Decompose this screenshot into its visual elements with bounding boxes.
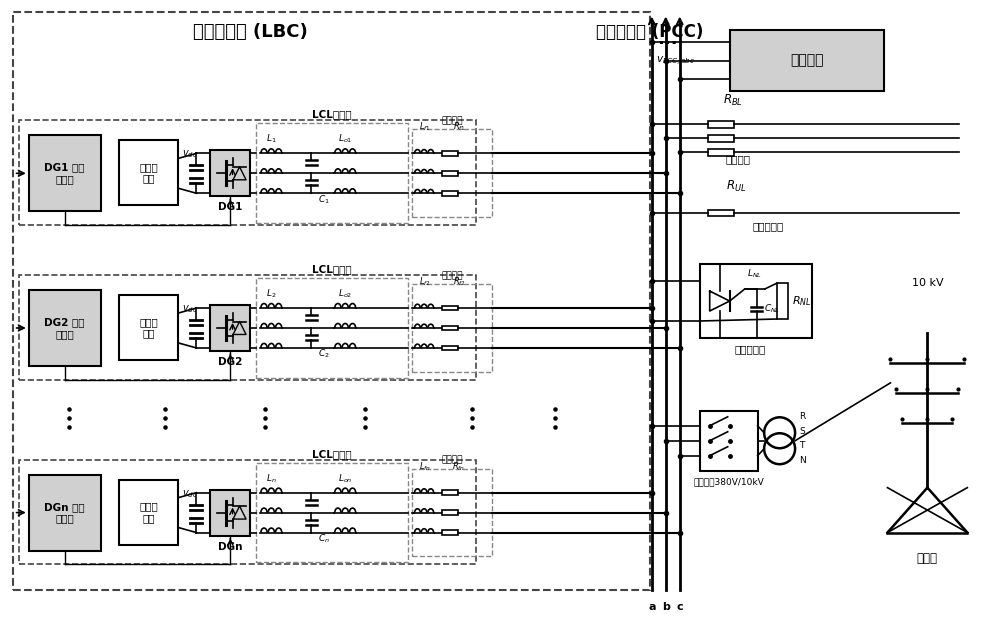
Text: 线路阻抗: 线路阻抗 — [441, 271, 463, 280]
FancyBboxPatch shape — [700, 264, 812, 338]
Text: $L_{fn}$: $L_{fn}$ — [419, 460, 431, 473]
Text: LCL滤波器: LCL滤波器 — [312, 264, 352, 274]
Text: $L_{NL}$: $L_{NL}$ — [747, 267, 762, 280]
Text: $L_{f2}$: $L_{f2}$ — [419, 276, 431, 288]
FancyBboxPatch shape — [708, 121, 734, 128]
FancyBboxPatch shape — [119, 480, 178, 545]
Text: DG2: DG2 — [218, 357, 243, 367]
Text: $R_{fn}$: $R_{fn}$ — [452, 460, 466, 473]
Text: $L_{on}$: $L_{on}$ — [338, 472, 352, 485]
Text: 不对称负载: 不对称负载 — [753, 221, 784, 231]
Text: S: S — [799, 427, 805, 436]
Text: c: c — [676, 602, 683, 612]
Text: LCL滤波器: LCL滤波器 — [312, 449, 352, 458]
Text: ...: ... — [657, 30, 677, 48]
Text: $L_2$: $L_2$ — [266, 287, 277, 300]
Text: 可再生
能源: 可再生 能源 — [139, 317, 158, 338]
Text: 公共连接点 (PCC): 公共连接点 (PCC) — [596, 23, 703, 41]
FancyBboxPatch shape — [210, 489, 250, 536]
FancyBboxPatch shape — [442, 530, 458, 535]
Text: DGn 本地
控制器: DGn 本地 控制器 — [44, 502, 85, 523]
Text: LCL滤波器: LCL滤波器 — [312, 109, 352, 120]
FancyBboxPatch shape — [442, 305, 458, 311]
Text: $L_{o1}$: $L_{o1}$ — [338, 133, 352, 145]
Text: $v_{dc}$: $v_{dc}$ — [182, 488, 198, 500]
Text: T: T — [799, 441, 804, 450]
Text: 测量模块: 测量模块 — [790, 53, 824, 68]
FancyBboxPatch shape — [210, 305, 250, 351]
FancyBboxPatch shape — [442, 171, 458, 176]
Text: $C_n$: $C_n$ — [318, 532, 330, 545]
FancyBboxPatch shape — [730, 30, 884, 91]
Text: DGn: DGn — [218, 541, 243, 552]
Text: $R_{UL}$: $R_{UL}$ — [726, 179, 746, 194]
Text: $v_{dc}$: $v_{dc}$ — [182, 149, 198, 160]
FancyBboxPatch shape — [708, 149, 734, 156]
Text: DG1 本地
控制器: DG1 本地 控制器 — [44, 163, 85, 184]
FancyBboxPatch shape — [210, 150, 250, 196]
FancyBboxPatch shape — [29, 475, 101, 550]
Text: a: a — [648, 602, 656, 612]
Text: 静态开关380V/10kV: 静态开关380V/10kV — [693, 478, 764, 487]
FancyBboxPatch shape — [708, 210, 734, 217]
Text: $v_{PCC,abc}$: $v_{PCC,abc}$ — [656, 55, 695, 68]
Text: 非线性负载: 非线性负载 — [734, 344, 765, 354]
FancyBboxPatch shape — [442, 151, 458, 156]
Text: N: N — [799, 456, 806, 465]
Text: $v_{dc}$: $v_{dc}$ — [182, 303, 198, 315]
Text: 线路阻抗: 线路阻抗 — [441, 456, 463, 465]
FancyBboxPatch shape — [777, 283, 788, 319]
FancyBboxPatch shape — [119, 140, 178, 205]
FancyBboxPatch shape — [119, 295, 178, 360]
FancyBboxPatch shape — [708, 135, 734, 141]
Text: 阻性负载: 阻性负载 — [725, 154, 750, 165]
Text: b: b — [662, 602, 670, 612]
FancyBboxPatch shape — [29, 136, 101, 212]
Text: $C_2$: $C_2$ — [318, 348, 330, 360]
Text: DG2 本地
控制器: DG2 本地 控制器 — [44, 317, 85, 339]
Text: 主电网: 主电网 — [917, 552, 938, 565]
FancyBboxPatch shape — [442, 345, 458, 350]
Text: $R_{f1}$: $R_{f1}$ — [453, 121, 466, 133]
Text: $L_1$: $L_1$ — [266, 133, 277, 145]
Text: $C_1$: $C_1$ — [318, 193, 330, 206]
Text: 线路阻抗: 线路阻抗 — [441, 116, 463, 125]
Text: 10 kV: 10 kV — [912, 278, 943, 288]
Text: $L_{f1}$: $L_{f1}$ — [419, 121, 431, 133]
Text: DG1: DG1 — [218, 203, 243, 212]
FancyBboxPatch shape — [29, 290, 101, 366]
Text: 可再生
能源: 可再生 能源 — [139, 502, 158, 523]
Text: $L_n$: $L_n$ — [266, 472, 277, 485]
FancyBboxPatch shape — [442, 325, 458, 331]
Text: $R_{NL}$: $R_{NL}$ — [792, 294, 811, 308]
Text: $R_{BL}$: $R_{BL}$ — [723, 93, 743, 109]
Text: 低带宽通信 (LBC): 低带宽通信 (LBC) — [193, 23, 308, 41]
Text: $L_{o2}$: $L_{o2}$ — [338, 287, 352, 300]
Text: $R_{f2}$: $R_{f2}$ — [453, 276, 466, 288]
Text: 可再生
能源: 可再生 能源 — [139, 162, 158, 184]
FancyBboxPatch shape — [700, 411, 758, 471]
FancyBboxPatch shape — [442, 510, 458, 515]
FancyBboxPatch shape — [442, 191, 458, 195]
FancyBboxPatch shape — [442, 490, 458, 495]
Text: $C_{NL}$: $C_{NL}$ — [764, 303, 780, 315]
Text: R: R — [799, 412, 805, 421]
